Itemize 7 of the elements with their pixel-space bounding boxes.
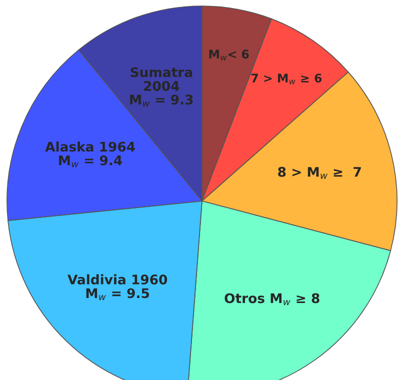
slice-label: Alaska 1964 M$_{w}$ = 9.4 — [45, 141, 135, 168]
slice-label: M$_{w}$< 6 — [209, 50, 249, 60]
slice-label: 8 > M$_{w}$ ≥ 7 — [278, 166, 361, 179]
slice-label: Otros M$_{w}$ ≥ 8 — [224, 293, 320, 306]
slice-label: Valdivia 1960 M$_{w}$ = 9.5 — [68, 274, 168, 300]
slice-label: Sumatra 2004 M$_{w}$ = 9.3 — [130, 67, 193, 107]
slice-label: 7 > M$_{w}$ ≥ 6 — [251, 74, 322, 84]
